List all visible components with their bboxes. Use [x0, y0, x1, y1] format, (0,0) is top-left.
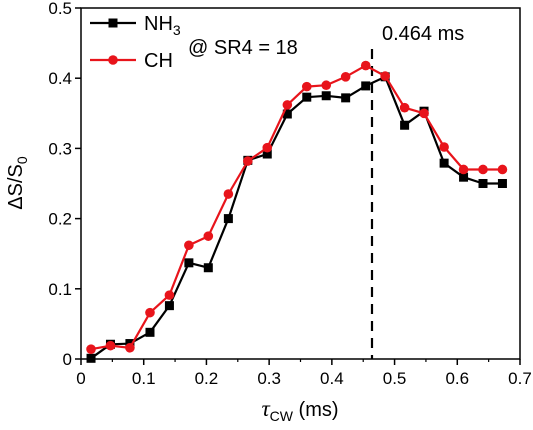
- data-point-series-2: [439, 142, 449, 152]
- data-point-series-1: [203, 263, 213, 273]
- y-tick-label: 0: [63, 350, 72, 369]
- data-point-series-2: [86, 344, 96, 354]
- series-line-1: [90, 75, 503, 360]
- data-point-series-1: [145, 327, 155, 337]
- data-point-series-2: [321, 80, 332, 91]
- x-tick-label: 0.1: [132, 369, 156, 388]
- x-tick-label: 0.4: [320, 369, 344, 388]
- legend-swatch-marker: [108, 18, 118, 28]
- data-point-series-1: [262, 149, 272, 159]
- data-point-series-1: [400, 120, 410, 130]
- legend-label: NH3: [144, 13, 181, 38]
- data-point-series-1: [478, 179, 488, 188]
- data-point-series-2: [203, 231, 214, 241]
- data-point-series-1: [439, 158, 449, 168]
- data-point-series-2: [497, 164, 508, 175]
- legend-label: CH: [144, 50, 173, 72]
- data-point-series-1: [497, 179, 507, 188]
- data-point-series-1: [184, 258, 194, 268]
- data-point-series-2: [282, 100, 293, 110]
- series-line-2: [90, 64, 503, 351]
- data-point-series-2: [223, 189, 234, 199]
- y-tick-label: 0.1: [48, 280, 72, 299]
- data-point-series-2: [478, 164, 488, 175]
- axes-layer: 0 0.1 0.2 0.3 0.4 0.5 0.6 0.7 0 0.1 0.2 0.3 0.4 0.5: [48, 0, 531, 388]
- plot-layer: [86, 49, 508, 363]
- y-tick-label: 0.5: [48, 0, 72, 18]
- x-tick-label: 0.2: [195, 369, 219, 388]
- data-point-series-2: [105, 340, 116, 351]
- data-point-series-1: [459, 172, 469, 182]
- data-point-series-2: [262, 142, 273, 153]
- data-point-series-2: [340, 71, 351, 82]
- data-point-series-1: [321, 91, 331, 101]
- data-point-series-2: [243, 156, 253, 166]
- legend: NH3 CH: [90, 13, 181, 72]
- x-tick-label: 0.7: [508, 369, 532, 388]
- data-point-series-2: [145, 307, 155, 318]
- data-point-series-1: [361, 81, 371, 91]
- data-point-series-1: [223, 214, 233, 224]
- data-point-series-1: [282, 109, 292, 119]
- data-point-series-2: [301, 81, 312, 92]
- x-axis-symbol: τ: [261, 396, 270, 421]
- reference-line-label: 0.464 ms: [382, 23, 464, 45]
- data-point-series-2: [458, 164, 469, 175]
- y-axis-label-main: ΔS/S: [5, 164, 27, 210]
- data-point-series-2: [125, 342, 135, 353]
- x-tick-label: 0: [76, 369, 85, 388]
- legend-label-subscript: 3: [173, 22, 181, 38]
- data-point-series-2: [360, 60, 371, 71]
- y-tick-label: 0.2: [48, 210, 72, 229]
- data-point-series-2: [184, 240, 194, 251]
- data-point-series-2: [380, 71, 390, 81]
- data-point-series-1: [164, 301, 174, 311]
- data-point-series-1: [302, 92, 312, 102]
- data-point-series-1: [341, 93, 351, 103]
- y-axis-label-subscript: 0: [14, 156, 30, 164]
- y-tick-label: 0.4: [48, 69, 72, 88]
- x-axis-unit: (ms): [293, 399, 339, 421]
- data-point-series-2: [399, 102, 410, 113]
- data-point-series-2: [164, 290, 175, 300]
- y-axis-label: ΔS/S0: [5, 156, 30, 210]
- y-tick-label: 0.3: [48, 139, 72, 158]
- x-tick-label: 0.3: [257, 369, 281, 388]
- x-tick-label: 0.5: [383, 369, 407, 388]
- x-axis-label: τCW (ms): [261, 396, 338, 424]
- x-tick-label: 0.6: [445, 369, 469, 388]
- x-axis-subscript: CW: [270, 408, 294, 424]
- legend-swatch-marker: [108, 55, 118, 65]
- data-point-series-2: [419, 108, 429, 119]
- annotation-text: @ SR4 = 18: [188, 37, 298, 59]
